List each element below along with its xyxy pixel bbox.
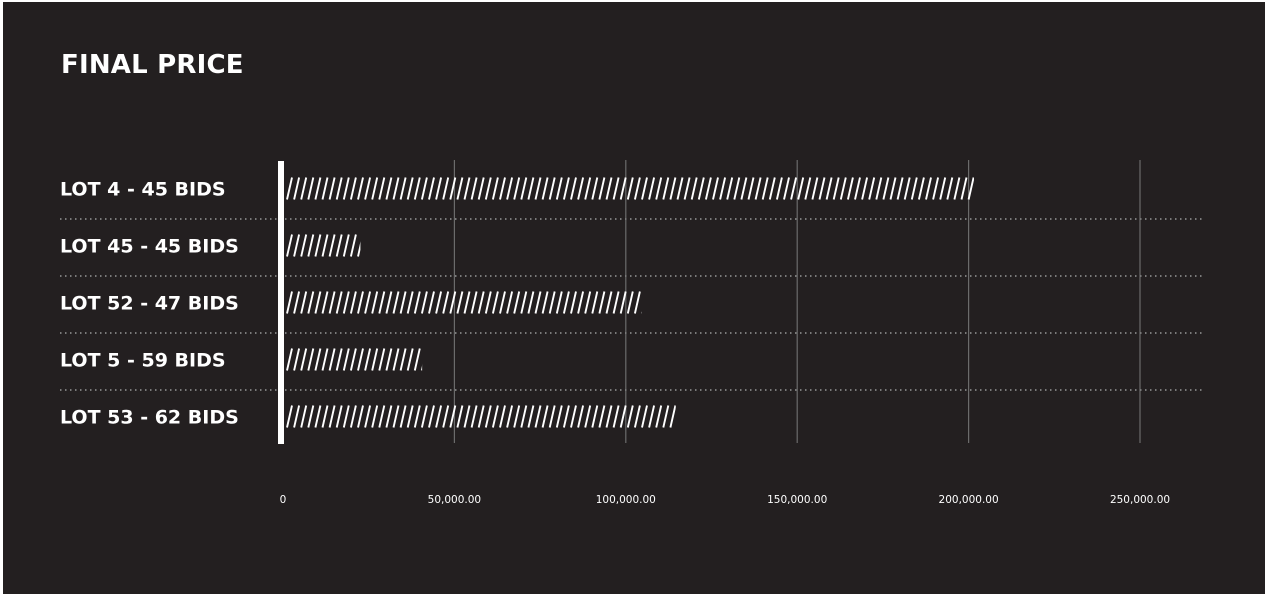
zero-axis-line (278, 161, 284, 444)
x-tick-label: 0 (280, 494, 287, 506)
category-label: LOT 4 - 45 BIDS (60, 179, 226, 201)
bar (286, 291, 642, 314)
chart-title: FINAL PRICE (61, 50, 244, 80)
bar (286, 348, 423, 371)
x-tick-label: 250,000.00 (1110, 494, 1170, 506)
category-label: LOT 53 - 62 BIDS (60, 407, 239, 429)
bar (286, 405, 676, 428)
bar (286, 234, 361, 257)
x-tick-label: 50,000.00 (428, 494, 481, 506)
category-label: LOT 5 - 59 BIDS (60, 350, 226, 372)
category-label: LOT 45 - 45 BIDS (60, 236, 239, 258)
x-tick-label: 150,000.00 (767, 494, 827, 506)
x-tick-label: 200,000.00 (939, 494, 999, 506)
bar (286, 177, 975, 200)
x-tick-label: 100,000.00 (596, 494, 656, 506)
category-label: LOT 52 - 47 BIDS (60, 293, 239, 315)
chart-panel: FINAL PRICE LOT 4 - 45 BIDS LOT 45 - 45 B… (3, 2, 1265, 594)
bar-chart: LOT 4 - 45 BIDS LOT 45 - 45 BIDS LOT 52 - … (60, 160, 1203, 506)
